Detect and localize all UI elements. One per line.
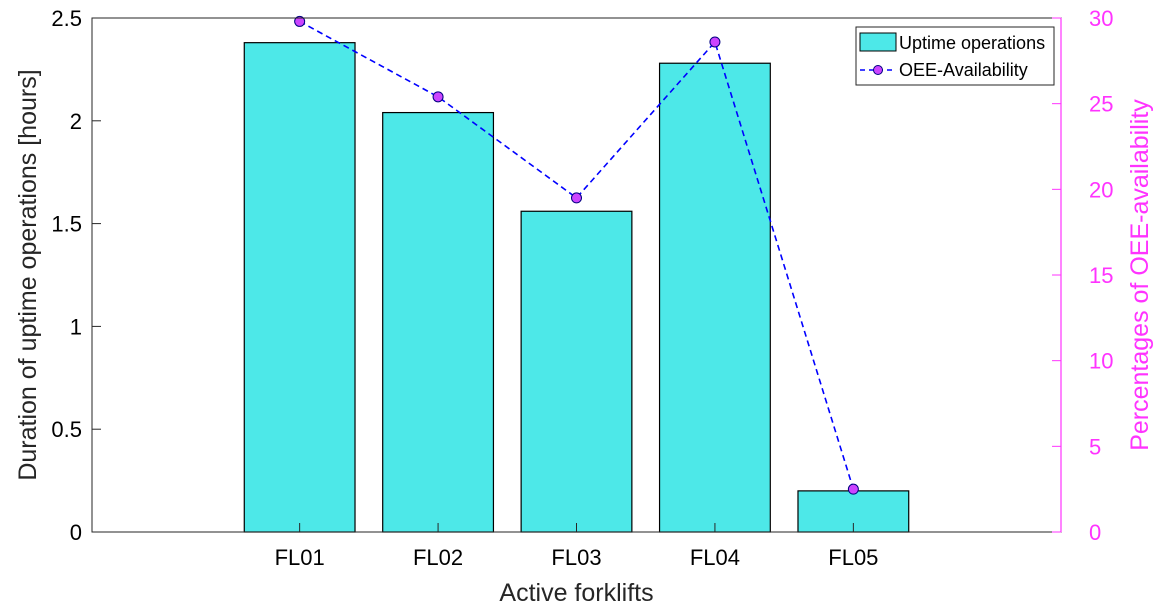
- left-y-tick-label: 0.5: [51, 417, 82, 442]
- right-y-tick-label: 30: [1089, 6, 1113, 31]
- right-y-tick-label: 10: [1089, 349, 1113, 374]
- legend-swatch-uptime: [859, 32, 897, 52]
- left-y-tick-label: 2: [70, 109, 82, 134]
- bar-fl02: [382, 111, 495, 533]
- x-tick-label-fl03: FL03: [551, 545, 601, 570]
- left-y-tick-label: 2.5: [51, 6, 82, 31]
- left-y-axis: 0 0.5 1 1.5 2 2.5: [51, 6, 101, 545]
- left-y-axis-title: Duration of uptime operations [hours]: [14, 69, 42, 480]
- bar-fl01: [243, 42, 356, 533]
- bar-fl04: [658, 62, 771, 533]
- legend-label-uptime: Uptime operations: [899, 33, 1045, 53]
- bar-fl03: [520, 210, 633, 533]
- oee-point-fl01: [294, 15, 306, 27]
- right-y-tick-label: 15: [1089, 263, 1113, 288]
- right-y-axis-title: Percentages of OEE-availability: [1126, 99, 1154, 451]
- x-axis: FL01 FL02 FL03 FL04 FL05: [275, 523, 878, 570]
- left-y-tick-label: 1.5: [51, 212, 82, 237]
- legend-swatch-oee-marker: [873, 65, 883, 75]
- right-y-tick-label: 25: [1089, 92, 1113, 117]
- right-y-axis: 0 5 10 15 20 25 30: [1052, 6, 1113, 545]
- oee-line-layer: [294, 15, 859, 495]
- oee-point-fl03: [571, 192, 582, 204]
- left-y-tick-label: 0: [70, 520, 82, 545]
- bars-layer: [243, 42, 910, 533]
- right-y-tick-label: 20: [1089, 177, 1113, 202]
- oee-point-fl04: [709, 36, 721, 48]
- x-tick-label-fl01: FL01: [275, 545, 325, 570]
- oee-point-fl02: [432, 91, 444, 103]
- oee-point-fl05: [847, 483, 859, 495]
- right-y-tick-label: 5: [1089, 434, 1101, 459]
- x-tick-label-fl05: FL05: [828, 545, 878, 570]
- left-y-tick-label: 1: [70, 314, 82, 339]
- x-tick-label-fl02: FL02: [413, 545, 463, 570]
- right-y-tick-label: 0: [1089, 520, 1101, 545]
- legend: Uptime operations OEE-Availability: [855, 26, 1055, 86]
- legend-label-oee: OEE-Availability: [899, 60, 1028, 80]
- x-tick-label-fl04: FL04: [690, 545, 740, 570]
- oee-availability-line: [299, 20, 855, 490]
- x-axis-title: Active forklifts: [499, 579, 653, 607]
